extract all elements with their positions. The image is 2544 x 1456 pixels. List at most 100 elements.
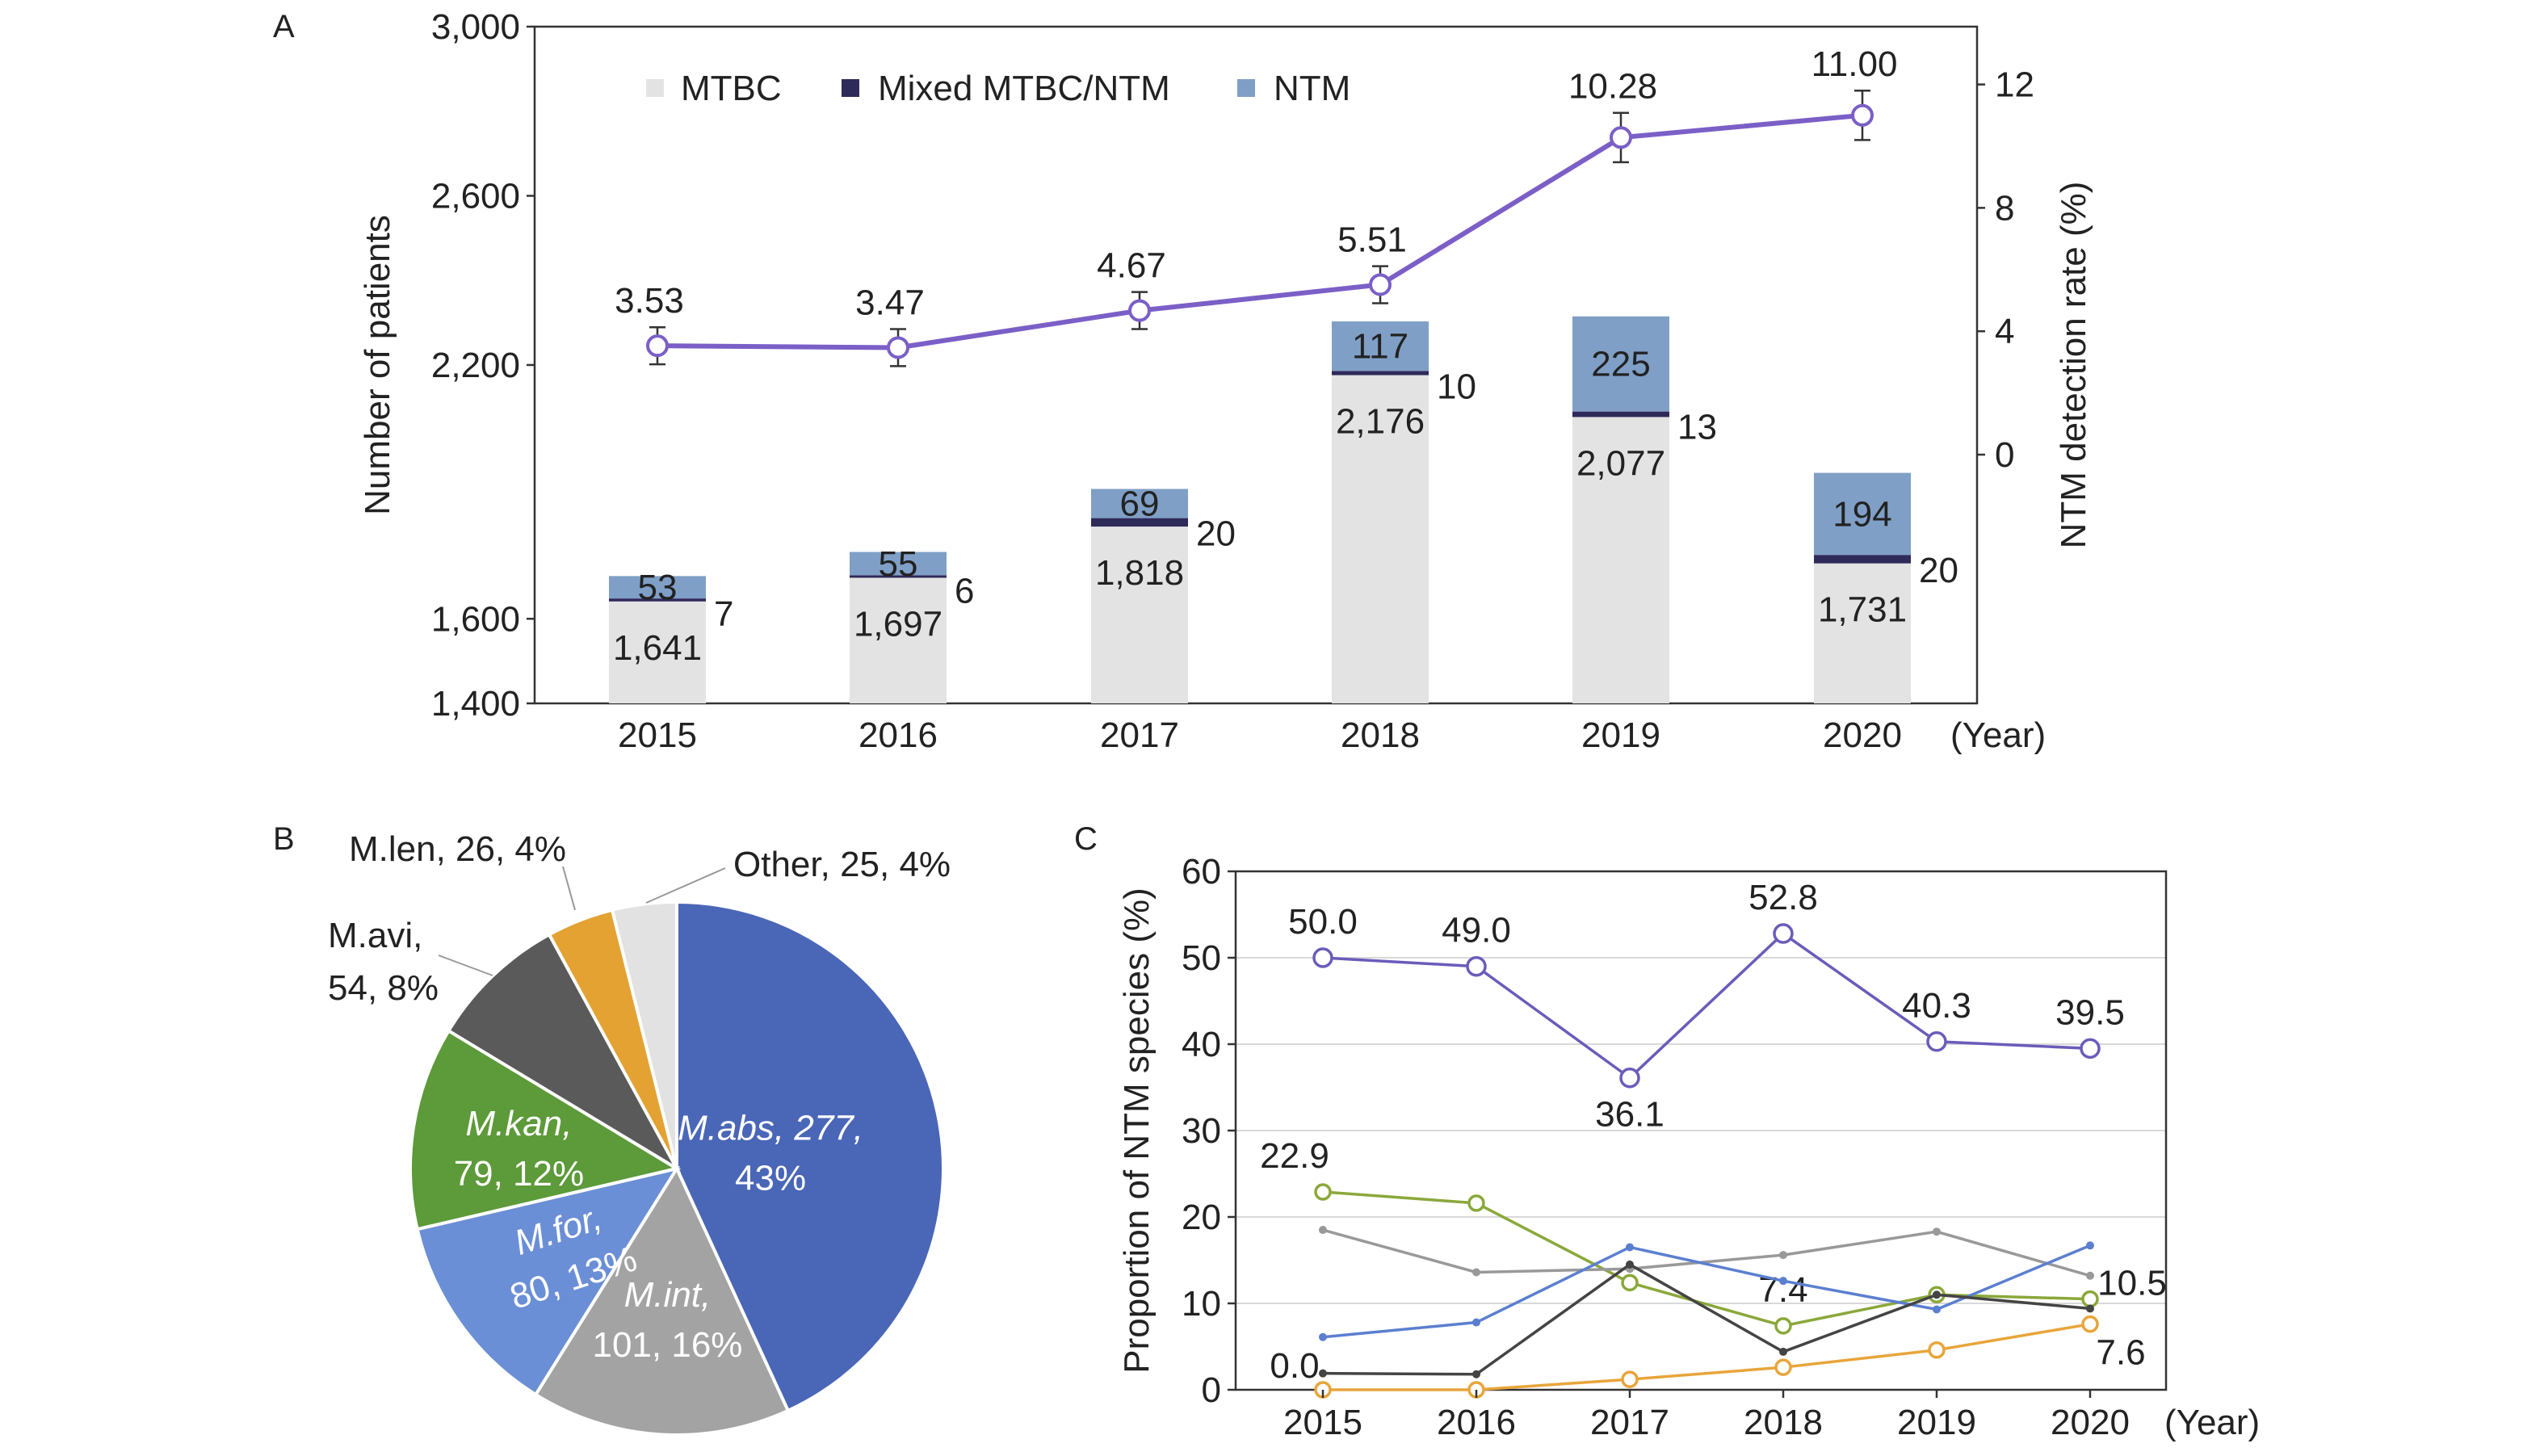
legend-swatch-mixed — [842, 79, 859, 97]
bar-mtbc-2016 — [850, 577, 947, 703]
c-series-0-point-2019 — [1926, 1031, 1947, 1052]
panel-c-x-axis: 2015 2016 2017 2018 2019 2020 — [1283, 1390, 2130, 1442]
c-series-0-line — [1322, 931, 2091, 1080]
c-xtick-label-2018: 2018 — [1744, 1403, 1823, 1442]
c-series-0-label-2018: 52.8 — [1748, 878, 1818, 917]
label-mixed-2019: 13 — [1677, 408, 1717, 447]
c-series-2-point-2018 — [1779, 1251, 1787, 1260]
c-series-4-point-2017 — [1626, 1260, 1634, 1269]
panel-letter-a: A — [273, 9, 295, 44]
c-ytick-label-40: 40 — [1182, 1025, 1221, 1064]
a-xtick-label-2018: 2018 — [1341, 715, 1420, 755]
c-ytick-label-60: 60 — [1182, 852, 1221, 892]
legend-label-ntm: NTM — [1274, 69, 1350, 108]
panel-a-ylabel: Number of patients — [358, 215, 397, 515]
c-series-1-point-2015 — [1314, 1183, 1332, 1201]
rate-label-2018: 5.51 — [1337, 220, 1407, 260]
a-y2tick-label-12: 12 — [1995, 65, 2034, 105]
bar-mtbc-2018 — [1332, 375, 1429, 703]
label-mixed-2017: 20 — [1196, 514, 1236, 554]
c-series-5-point-2018 — [1774, 1358, 1792, 1376]
a-xtick-label-2016: 2016 — [858, 715, 938, 755]
a-y2tick-label-4: 4 — [1995, 312, 2014, 351]
pie-label-mint-1: 101, 16% — [592, 1325, 742, 1365]
label-mtbc-2017: 1,818 — [1095, 553, 1184, 593]
c-series-1-point-2020 — [2081, 1290, 2099, 1308]
c-xtick-label-2019: 2019 — [1897, 1403, 1976, 1442]
label-ntm-2019: 225 — [1591, 345, 1650, 384]
c-series-0-label-2016: 49.0 — [1442, 911, 1511, 950]
rate-label-2017: 4.67 — [1097, 246, 1166, 286]
rate-label-2020: 11.00 — [1811, 44, 1898, 84]
c-series-4-point-2018 — [1779, 1347, 1787, 1356]
pie-slice-other — [610, 900, 678, 1169]
c-ytick-label-10: 10 — [1182, 1284, 1221, 1324]
pie-slice-mavi — [446, 932, 682, 1173]
pie-label-mabs-0: M.abs, 277, — [678, 1109, 863, 1148]
rate-point-2015 — [646, 334, 669, 358]
c-ytick-label-20: 20 — [1182, 1198, 1221, 1237]
c-xtick-label-2017: 2017 — [1590, 1403, 1669, 1442]
label-mtbc-2016: 1,697 — [854, 604, 942, 644]
pie-slice-mfor — [415, 1165, 681, 1397]
panel-c-x-unit: (Year) — [2164, 1403, 2260, 1442]
c-series-4-line — [1322, 1262, 2091, 1376]
label-ntm-2018: 117 — [1352, 327, 1408, 367]
c-series-5-point-2020 — [2081, 1315, 2099, 1333]
label-mtbc-2018: 2,176 — [1336, 402, 1425, 442]
bar-mixed-2019 — [1572, 411, 1669, 417]
panel-a-rate-line: 3.53 3.47 4.67 5.51 10.28 11.00 — [615, 44, 1898, 367]
c-series-5-line — [1323, 1322, 2091, 1391]
label-mtbc-2019: 2,077 — [1576, 443, 1665, 483]
pie-label-mlen-0: M.len, 26, 4% — [349, 829, 566, 869]
bar-mtbc-2015 — [609, 601, 706, 703]
c-series-0-label-2015: 50.0 — [1288, 902, 1358, 942]
a-ytick-label-1600: 1,600 — [431, 599, 520, 639]
bar-mtbc-2017 — [1091, 527, 1188, 703]
a-ytick-label-1400: 1,400 — [431, 684, 520, 724]
panel-letter-c: C — [1074, 821, 1098, 857]
a-y2tick-label-8: 8 — [1995, 188, 2014, 228]
rate-point-2018 — [1369, 273, 1392, 296]
rate-point-2017 — [1128, 299, 1151, 322]
c-series-1-point-2018 — [1774, 1317, 1792, 1335]
pie-leader-mlen — [562, 866, 576, 911]
c-series-0-point-2017 — [1619, 1067, 1640, 1089]
pie-label-mint-0: M.int, — [624, 1275, 712, 1315]
bar-ntm-2017 — [1091, 489, 1188, 518]
c-series-5-label-2020: 7.6 — [2096, 1333, 2145, 1373]
panel-a-legend: MTBC Mixed MTBC/NTM NTM — [646, 69, 1350, 108]
pie-label-group-mint: M.int, 101, 16% — [592, 1275, 742, 1365]
panel-c-series: 50.0 49.036.152.840.3 39.522.97.4 10.50.0 7.… — [1260, 878, 2167, 1399]
rate-point-2016 — [887, 336, 909, 359]
pie-leader-other — [645, 867, 726, 904]
bar-ntm-2018 — [1332, 321, 1429, 371]
c-series-1-line — [1322, 1190, 2091, 1328]
c-series-1-label-2015: 22.9 — [1260, 1136, 1329, 1176]
label-ntm-2020: 194 — [1832, 494, 1891, 534]
bar-ntm-2015 — [609, 576, 706, 599]
bar-mixed-2017 — [1091, 518, 1188, 527]
c-ytick-label-0: 0 — [1202, 1370, 1221, 1410]
label-ntm-2017: 69 — [1120, 485, 1160, 524]
c-series-0-point-2015 — [1312, 947, 1333, 968]
label-mixed-2016: 6 — [955, 571, 974, 611]
bar-ntm-2020 — [1814, 472, 1911, 556]
pie-label-mkan-0: M.kan, — [465, 1104, 572, 1143]
c-xtick-label-2016: 2016 — [1437, 1403, 1516, 1442]
rate-line-path — [657, 112, 1863, 350]
c-series-4-point-2019 — [1933, 1290, 1941, 1299]
rate-label-2015: 3.53 — [615, 281, 684, 321]
c-series-3-point-2020 — [2086, 1241, 2094, 1250]
c-series-5-point-2019 — [1928, 1341, 1946, 1359]
pie-label-other-0: Other, 25, 4% — [733, 845, 951, 884]
rate-point-2019 — [1610, 126, 1632, 149]
bar-mixed-2016 — [850, 575, 947, 578]
bar-ntm-2016 — [850, 552, 947, 576]
c-series-3-point-2016 — [1472, 1318, 1480, 1327]
panel-letter-b: B — [273, 821, 295, 857]
pie-label-mavi-1: 54, 8% — [328, 968, 439, 1008]
c-series-1-point-2016 — [1467, 1194, 1485, 1212]
c-series-3-point-2017 — [1626, 1243, 1634, 1252]
rate-point-2020 — [1851, 103, 1874, 127]
